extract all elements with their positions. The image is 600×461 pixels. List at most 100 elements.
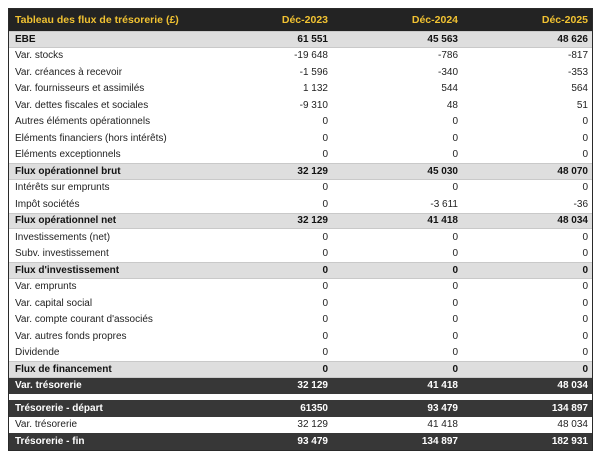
value-dec-2025: 0	[582, 248, 588, 260]
value-dec-2025: 48 626	[557, 33, 588, 45]
value-dec-2025: -817	[567, 50, 588, 62]
value-dec-2025: 0	[582, 132, 588, 144]
row-var-emprunts: Var. emprunts 0 0 0	[9, 278, 592, 295]
row-label: Impôt sociétés	[15, 198, 80, 210]
value-dec-2025: 182 931	[551, 435, 588, 447]
value-dec-2025: 0	[582, 182, 588, 194]
value-dec-2025: 564	[571, 83, 588, 95]
value-dec-2024: 0	[452, 248, 458, 260]
row-var-autres-fonds-propres: Var. autres fonds propres 0 0 0	[9, 328, 592, 345]
value-dec-2025: 0	[582, 330, 588, 342]
column-header-dec-2023: Déc-2023	[281, 14, 328, 26]
row-flux-investissement: Flux d'investissement 0 0 0	[9, 262, 592, 279]
value-dec-2024: 45 563	[427, 33, 458, 45]
value-dec-2024: 45 030	[427, 165, 458, 177]
value-dec-2023: 0	[322, 182, 328, 194]
row-var-creances: Var. créances à recevoir -1 596 -340 -35…	[9, 64, 592, 81]
row-label: Var. trésorerie	[15, 380, 82, 392]
value-dec-2024: -786	[437, 50, 458, 62]
value-dec-2025: 0	[582, 116, 588, 128]
row-label: Subv. investissement	[15, 248, 109, 260]
row-label: Var. autres fonds propres	[15, 330, 127, 342]
row-var-compte-courant: Var. compte courant d'associés 0 0 0	[9, 311, 592, 328]
row-label: Var. trésorerie	[15, 419, 78, 431]
value-dec-2025: 51	[576, 99, 588, 111]
value-dec-2024: 544	[441, 83, 458, 95]
value-dec-2023: 0	[322, 264, 328, 276]
row-tresorerie-fin: Trésorerie - fin 93 479 134 897 182 931	[9, 433, 592, 450]
value-dec-2023: 0	[322, 149, 328, 161]
value-dec-2024: 0	[452, 149, 458, 161]
value-dec-2023: -9 310	[299, 99, 328, 111]
value-dec-2025: 48 034	[557, 380, 588, 392]
row-label: Dividende	[15, 347, 60, 359]
row-label: Eléments exceptionnels	[15, 149, 121, 161]
row-ebe: EBE 61 551 45 563 48 626	[9, 31, 592, 48]
value-dec-2024: 0	[452, 132, 458, 144]
row-flux-de-financement: Flux de financement 0 0 0	[9, 361, 592, 378]
value-dec-2025: 134 897	[551, 402, 588, 414]
row-label: Var. stocks	[15, 50, 64, 62]
row-label: Var. fournisseurs et assimilés	[15, 83, 145, 95]
value-dec-2024: 0	[452, 330, 458, 342]
table-title: Tableau des flux de trésorerie (£)	[15, 14, 179, 26]
row-dividende: Dividende 0 0 0	[9, 344, 592, 361]
row-tresorerie-depart: Trésorerie - départ 61350 93 479 134 897	[9, 400, 592, 417]
row-label: Investissements (net)	[15, 231, 111, 243]
value-dec-2024: 134 897	[421, 435, 458, 447]
value-dec-2025: 0	[582, 314, 588, 326]
row-label: Flux de financement	[15, 363, 112, 375]
value-dec-2024: 41 418	[427, 419, 458, 431]
value-dec-2025: 48 070	[557, 165, 588, 177]
section-separator	[9, 394, 592, 400]
value-dec-2024: 41 418	[427, 215, 458, 227]
row-subv-investissement: Subv. investissement 0 0 0	[9, 245, 592, 262]
value-dec-2024: 0	[452, 297, 458, 309]
value-dec-2024: 0	[452, 264, 458, 276]
row-label: Trésorerie - départ	[15, 402, 103, 414]
value-dec-2024: 0	[452, 116, 458, 128]
row-var-tresorerie: Var. trésorerie 32 129 41 418 48 034	[9, 416, 592, 433]
value-dec-2025: 0	[582, 149, 588, 161]
row-label: Flux d'investissement	[15, 264, 120, 276]
row-label: Eléments financiers (hors intérêts)	[15, 132, 167, 144]
value-dec-2024: 0	[452, 182, 458, 194]
row-autres-elements-operationnels: Autres éléments opérationnels 0 0 0	[9, 113, 592, 130]
value-dec-2023: 0	[322, 297, 328, 309]
row-label: Flux opérationnel brut	[15, 165, 121, 177]
row-label: Var. dettes fiscales et sociales	[15, 99, 149, 111]
value-dec-2023: 61 551	[297, 33, 328, 45]
value-dec-2023: 0	[322, 248, 328, 260]
value-dec-2023: 0	[322, 116, 328, 128]
value-dec-2024: -340	[437, 66, 458, 78]
value-dec-2023: 0	[322, 314, 328, 326]
cash-flow-table: Tableau des flux de trésorerie (£) Déc-2…	[8, 8, 593, 451]
value-dec-2025: 48 034	[557, 419, 588, 431]
row-label: Var. emprunts	[15, 281, 77, 293]
value-dec-2024: 48	[446, 99, 458, 111]
row-label: EBE	[15, 33, 36, 45]
value-dec-2025: 0	[582, 231, 588, 243]
value-dec-2023: 0	[322, 330, 328, 342]
row-investissements-net: Investissements (net) 0 0 0	[9, 229, 592, 246]
value-dec-2024: 0	[452, 347, 458, 359]
value-dec-2023: 32 129	[297, 215, 328, 227]
row-flux-operationnel-brut: Flux opérationnel brut 32 129 45 030 48 …	[9, 163, 592, 180]
row-impot-societes: Impôt sociétés 0 -3 611 -36	[9, 196, 592, 213]
value-dec-2025: 0	[582, 347, 588, 359]
value-dec-2024: 93 479	[427, 402, 458, 414]
value-dec-2023: 32 129	[297, 165, 328, 177]
value-dec-2024: 0	[452, 314, 458, 326]
value-dec-2023: 0	[322, 231, 328, 243]
value-dec-2025: -36	[573, 198, 588, 210]
value-dec-2023: 0	[322, 363, 328, 375]
row-var-capital-social: Var. capital social 0 0 0	[9, 295, 592, 312]
value-dec-2024: 41 418	[427, 380, 458, 392]
row-var-tresorerie-total: Var. trésorerie 32 129 41 418 48 034	[9, 377, 592, 394]
value-dec-2023: -19 648	[294, 50, 328, 62]
value-dec-2023: 1 132	[302, 83, 328, 95]
value-dec-2023: 93 479	[297, 435, 328, 447]
row-elements-financiers: Eléments financiers (hors intérêts) 0 0 …	[9, 130, 592, 147]
column-header-dec-2024: Déc-2024	[411, 14, 458, 26]
row-label: Var. compte courant d'associés	[15, 314, 153, 326]
